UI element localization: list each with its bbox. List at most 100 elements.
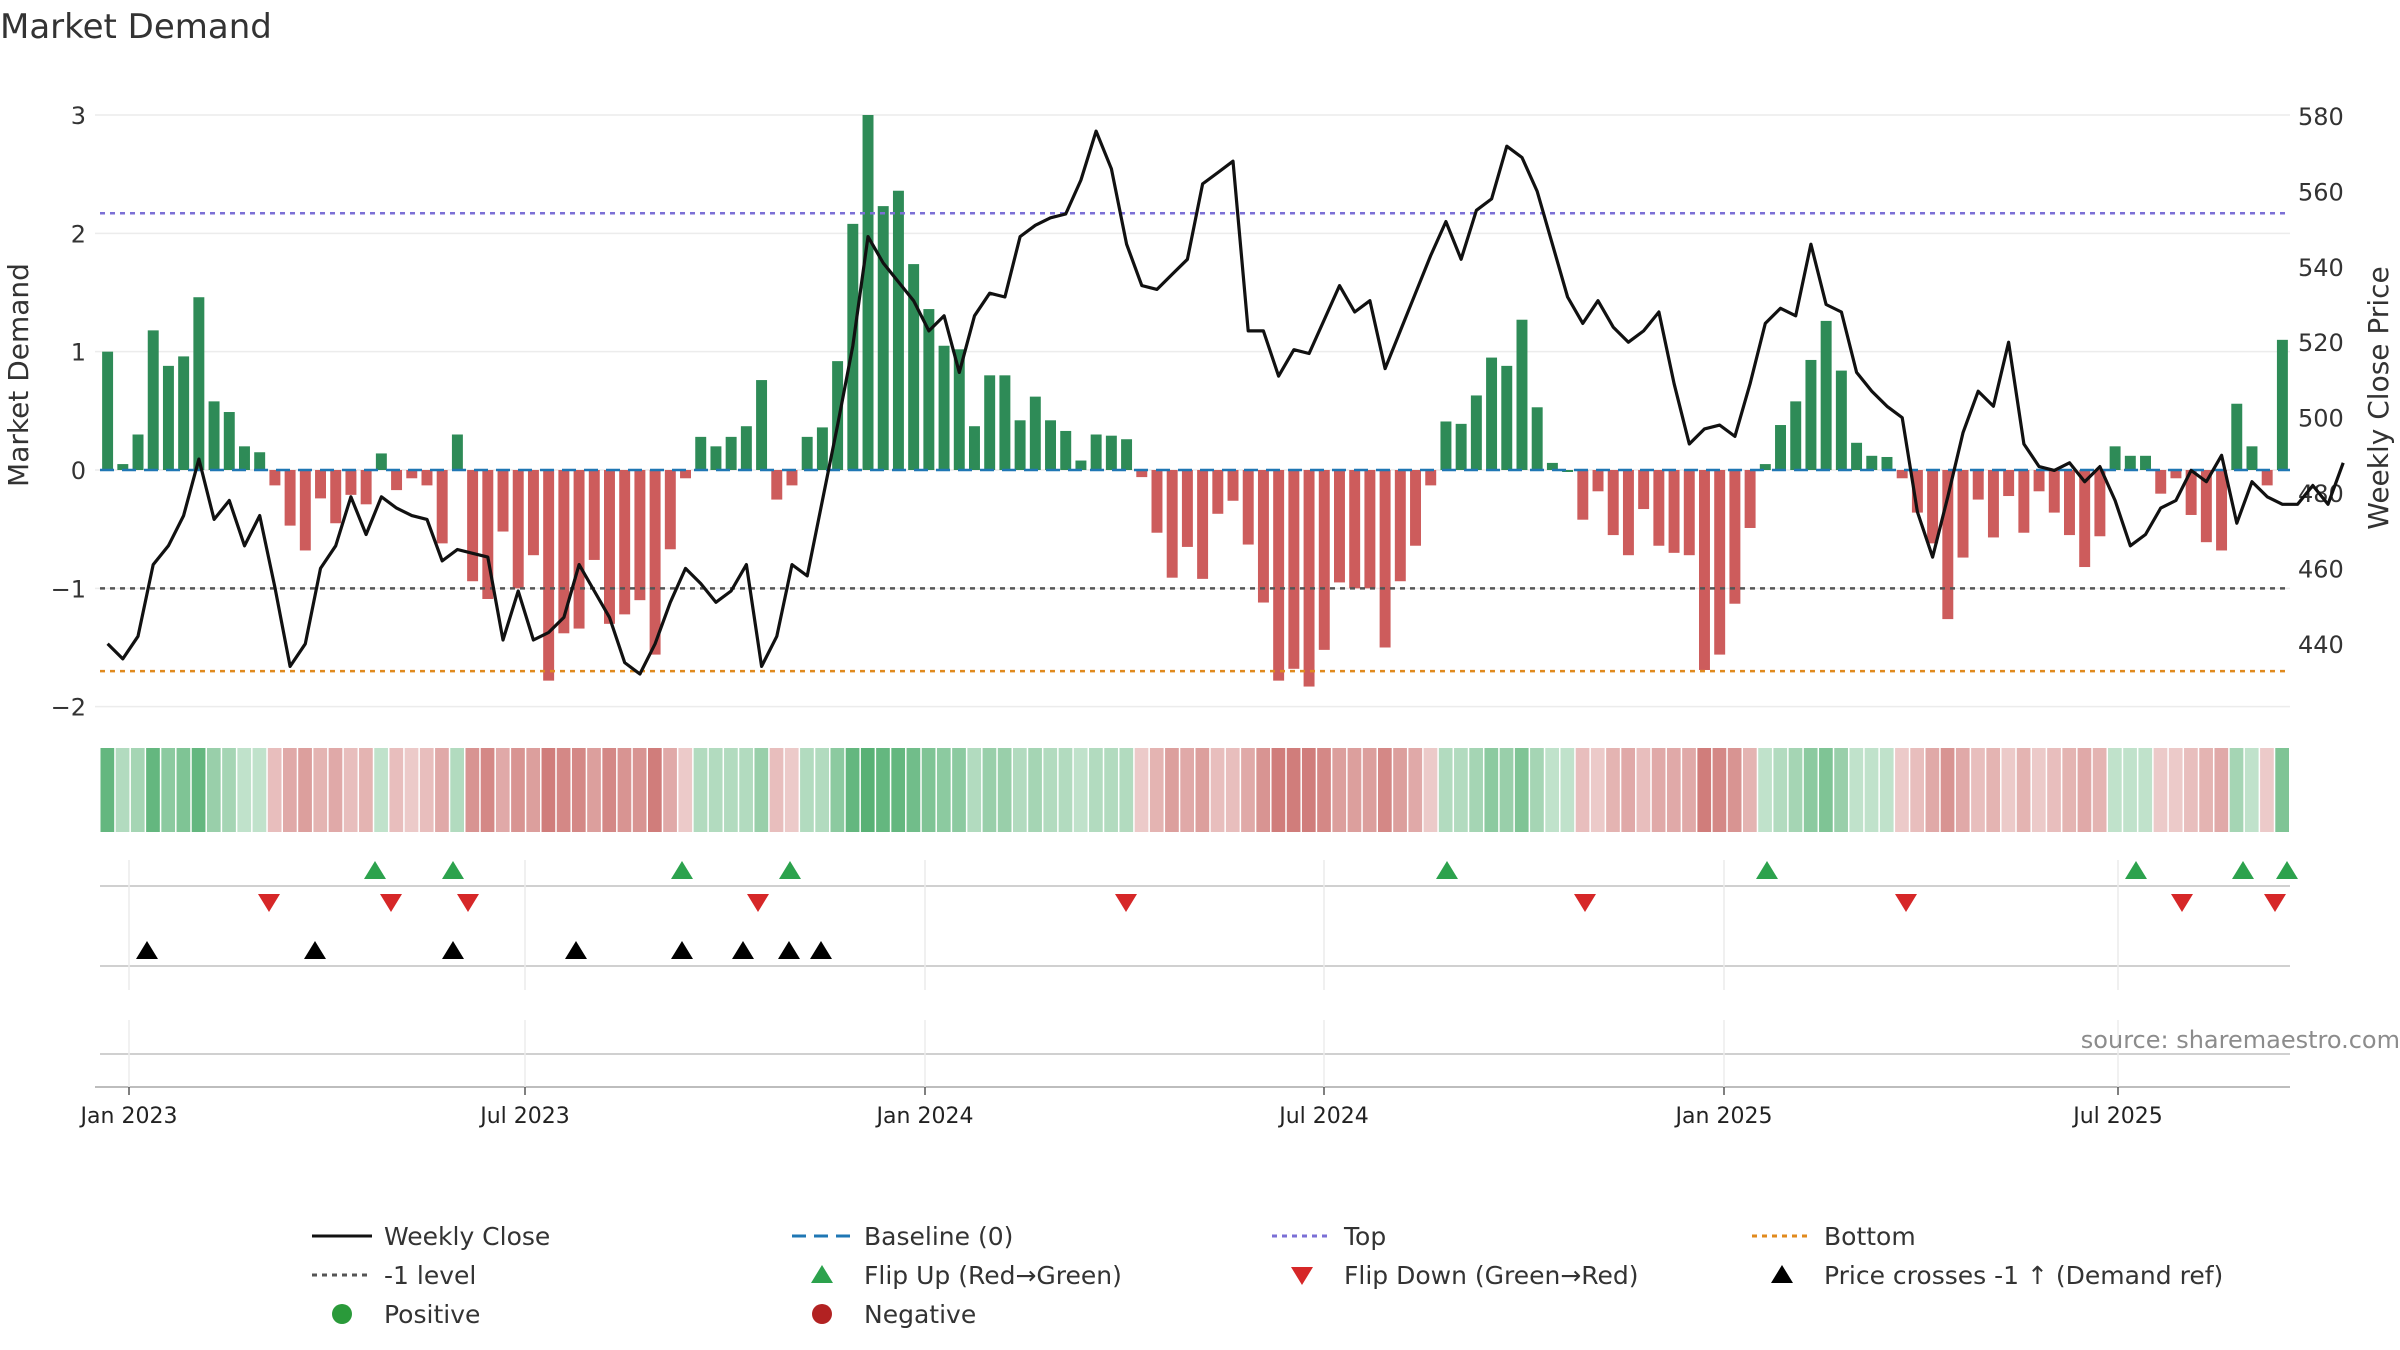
demand-bar — [1562, 470, 1574, 472]
demand-bar — [2200, 470, 2212, 543]
heat-cell — [1210, 748, 1225, 832]
demand-bar — [269, 470, 281, 486]
heat-cell — [769, 748, 784, 832]
demand-bar — [1486, 357, 1498, 470]
heat-cell — [1058, 748, 1073, 832]
legend-label: Positive — [384, 1300, 480, 1329]
legend-item: Positive — [332, 1300, 480, 1329]
demand-bar — [1197, 470, 1209, 579]
heat-cell — [2123, 748, 2137, 832]
flip-up-marker — [2276, 861, 2298, 879]
demand-bar — [2276, 339, 2288, 470]
heat-cell — [1013, 748, 1027, 832]
demand-bar — [315, 470, 326, 499]
heat-cell — [1271, 748, 1286, 832]
demand-bar — [1592, 470, 1604, 492]
heat-cell — [389, 748, 404, 832]
demand-bar — [1014, 420, 1026, 470]
legend-item: Weekly Close — [312, 1222, 550, 1251]
legend-item: Baseline (0) — [792, 1222, 1013, 1251]
left-tick-label: −1 — [51, 575, 86, 603]
demand-bar — [1577, 470, 1589, 520]
legend-swatch — [332, 1304, 352, 1324]
heat-cell — [343, 748, 358, 832]
demand-bar — [239, 446, 250, 470]
left-tick-label: −2 — [51, 694, 86, 722]
heat-cell — [237, 748, 252, 832]
x-tick-label: Jan 2025 — [1674, 1104, 1773, 1129]
heat-cell — [313, 748, 328, 832]
heat-cell — [1484, 748, 1499, 832]
demand-bar — [953, 349, 965, 470]
heat-cell — [1073, 748, 1088, 832]
demand-bar — [1105, 435, 1117, 470]
demand-bar — [664, 470, 676, 550]
demand-bar — [1805, 359, 1817, 470]
heat-cell — [450, 748, 464, 832]
heat-cell — [571, 748, 586, 832]
heat-cell — [1301, 748, 1316, 832]
heat-cell — [1347, 748, 1362, 832]
heat-cell — [2016, 748, 2031, 832]
heat-cell — [1286, 748, 1301, 832]
flip-down-marker — [1574, 894, 1596, 912]
demand-bar — [1820, 320, 1832, 470]
left-tick-label: 2 — [71, 220, 86, 248]
flip-up-marker — [671, 861, 693, 879]
heat-cell — [617, 748, 632, 832]
demand-bar — [1531, 407, 1543, 470]
heat-cell — [495, 748, 510, 832]
price-cross-marker — [778, 941, 800, 959]
demand-bar — [1455, 423, 1467, 470]
heat-cell — [2108, 748, 2122, 832]
heat-cell — [1408, 748, 1423, 832]
demand-bar — [391, 470, 403, 491]
heat-cell — [1514, 748, 1529, 832]
demand-bar — [1957, 470, 1969, 558]
heat-cell — [1651, 748, 1666, 832]
heat-cell — [815, 748, 829, 832]
demand-bar — [558, 470, 570, 634]
demand-bar — [1972, 470, 1984, 500]
heat-cell — [1819, 748, 1833, 832]
heat-cell — [1803, 748, 1818, 832]
demand-bar — [1638, 470, 1650, 510]
demand-bar — [573, 470, 585, 629]
demand-bar — [1546, 462, 1558, 470]
heat-cell — [1879, 748, 1894, 832]
demand-bar — [375, 453, 387, 470]
legend-swatch — [811, 1265, 833, 1283]
heat-cell — [1606, 748, 1620, 832]
heat-cell — [1469, 748, 1483, 832]
heat-cell — [1743, 748, 1757, 832]
demand-bar — [360, 470, 372, 505]
heat-cell — [2275, 748, 2289, 832]
flip-up-marker — [1436, 861, 1458, 879]
demand-bar — [604, 470, 615, 624]
legend-item: Price crosses -1 ↑ (Demand ref) — [1771, 1261, 2223, 1290]
demand-bar — [1516, 319, 1528, 470]
legend-item: Flip Up (Red→Green) — [811, 1261, 1122, 1290]
demand-bar — [2124, 455, 2136, 470]
demand-heat-strip — [100, 748, 2289, 832]
legend-label: Bottom — [1824, 1222, 1916, 1251]
heat-cell — [404, 748, 419, 832]
heat-cell — [2077, 748, 2092, 832]
demand-bar — [421, 470, 433, 486]
heat-cell — [1971, 748, 1985, 832]
heat-cell — [252, 748, 267, 832]
heat-cell — [2184, 748, 2198, 832]
demand-bar — [1212, 470, 1224, 514]
demand-bar — [2018, 470, 2030, 533]
heat-cell — [724, 748, 738, 832]
demand-bar — [345, 470, 357, 495]
demand-bar — [1911, 470, 1923, 513]
heat-cell — [1438, 748, 1453, 832]
demand-bar — [1410, 470, 1421, 546]
chart-title: Market Demand — [0, 7, 272, 47]
heat-cell — [876, 748, 890, 832]
heat-cell — [1636, 748, 1651, 832]
flip-down-marker — [2171, 894, 2193, 912]
demand-bar — [680, 470, 691, 479]
demand-bar — [695, 436, 707, 470]
